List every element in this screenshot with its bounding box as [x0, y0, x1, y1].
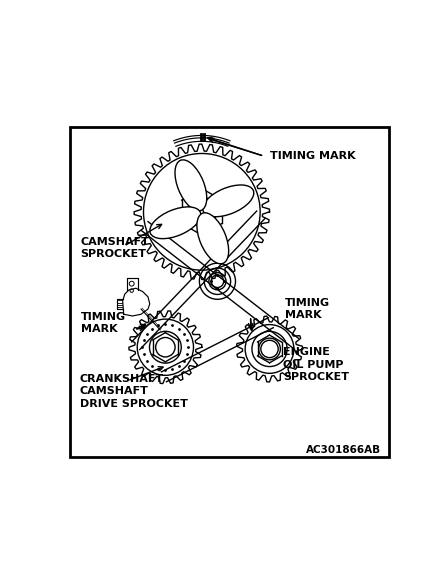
Ellipse shape: [203, 185, 254, 217]
Ellipse shape: [175, 160, 207, 211]
Text: TIMING
MARK: TIMING MARK: [285, 298, 330, 320]
Text: CAMSHAFT
SPROCKET: CAMSHAFT SPROCKET: [80, 237, 149, 260]
Ellipse shape: [150, 207, 201, 239]
Text: TIMING
MARK: TIMING MARK: [81, 312, 126, 334]
Text: AC301866AB: AC301866AB: [306, 446, 381, 456]
Text: TIMING MARK: TIMING MARK: [270, 151, 355, 162]
Text: ENGINE
OIL PUMP
SPROCKET: ENGINE OIL PUMP SPROCKET: [284, 347, 349, 382]
Text: CRANKSHAFT
CAMSHAFT
DRIVE SPROCKET: CRANKSHAFT CAMSHAFT DRIVE SPROCKET: [80, 374, 187, 408]
Ellipse shape: [197, 213, 228, 264]
